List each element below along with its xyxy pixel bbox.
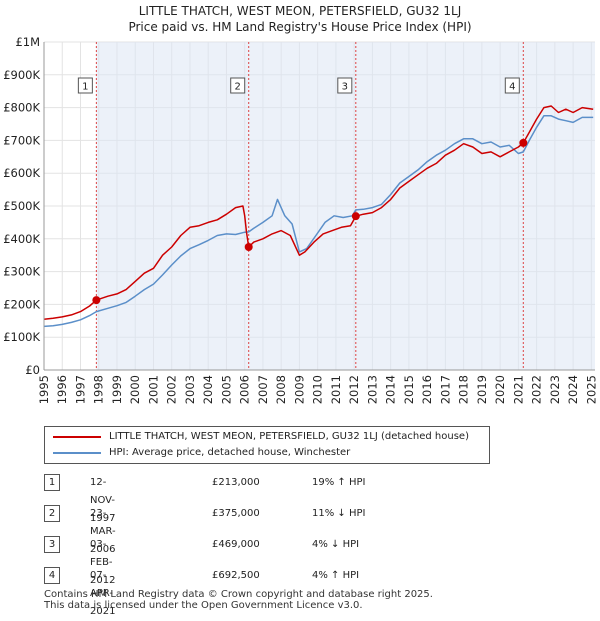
price-chart: LITTLE THATCH, WEST MEON, PETERSFIELD, G… (3, 4, 598, 404)
sale-marker (351, 212, 360, 221)
sale-label-number: 3 (342, 82, 348, 93)
x-tick-label: 2024 (566, 375, 580, 404)
sale-number-badge: 3 (44, 536, 60, 553)
x-tick-label: 1997 (73, 375, 87, 404)
footer-license: This data is licensed under the Open Gov… (44, 600, 363, 611)
sale-hpi-change: 4% ↑ HPI (312, 570, 360, 581)
y-tick-label: £0 (25, 363, 40, 377)
legend-label-hpi: HPI: Average price, detached house, Winc… (109, 447, 351, 458)
ownership-band (96, 42, 249, 370)
sale-hpi-change: 11% ↓ HPI (312, 508, 366, 519)
x-tick-label: 2023 (548, 375, 562, 404)
x-tick-label: 2020 (493, 375, 507, 404)
x-tick-label: 1996 (55, 375, 69, 404)
chart-title: LITTLE THATCH, WEST MEON, PETERSFIELD, G… (139, 4, 462, 18)
x-tick-label: 1995 (37, 375, 51, 404)
x-tick-label: 2011 (329, 375, 343, 404)
sale-hpi-change: 4% ↓ HPI (312, 539, 360, 550)
y-tick-label: £700K (3, 133, 40, 147)
x-tick-label: 2009 (292, 375, 306, 404)
sale-label-box (230, 77, 246, 94)
sale-label-number: 2 (235, 82, 241, 93)
x-tick-label: 2005 (219, 375, 233, 404)
y-tick-label: £300K (3, 265, 40, 279)
x-tick-label: 2014 (384, 375, 398, 404)
x-tick-label: 2025 (584, 375, 598, 404)
legend-label-property: LITTLE THATCH, WEST MEON, PETERSFIELD, G… (109, 431, 469, 442)
y-tick-label: £100K (3, 330, 40, 344)
x-tick-label: 2022 (530, 375, 544, 404)
sale-number-badge: 2 (44, 505, 60, 522)
x-tick-label: 2001 (146, 375, 160, 404)
y-tick-label: £900K (3, 68, 40, 82)
sale-marker (92, 296, 101, 305)
sale-number-badge: 4 (44, 567, 60, 584)
sale-label-box (504, 77, 520, 94)
x-tick-label: 2006 (238, 375, 252, 404)
sale-number-badge: 1 (44, 474, 60, 491)
sale-date: 23-MAR-2006 (90, 508, 116, 555)
x-tick-label: 2018 (457, 375, 471, 404)
y-tick-label: £400K (3, 232, 40, 246)
y-tick-label: £1M (15, 35, 40, 49)
sale-marker (244, 243, 253, 251)
x-tick-label: 2002 (165, 375, 179, 404)
sale-label-number: 4 (509, 82, 515, 93)
x-tick-label: 2012 (347, 375, 361, 404)
sale-price: £469,000 (212, 539, 260, 550)
x-tick-label: 1999 (110, 375, 124, 404)
sale-hpi-change: 19% ↑ HPI (312, 477, 366, 488)
series-line-hpi (43, 115, 594, 328)
x-tick-label: 2008 (274, 375, 288, 404)
legend: LITTLE THATCH, WEST MEON, PETERSFIELD, G… (44, 426, 490, 464)
footer-attribution: Contains HM Land Registry data © Crown c… (44, 589, 433, 611)
x-tick-label: 2021 (511, 375, 525, 404)
legend-swatch-property (53, 436, 101, 438)
legend-swatch-hpi (53, 452, 101, 454)
x-tick-label: 2007 (256, 375, 270, 404)
footer-copyright: Contains HM Land Registry data © Crown c… (44, 589, 433, 600)
series-line-property (43, 105, 594, 320)
sale-date: 12-NOV-1997 (90, 477, 116, 524)
x-tick-label: 2004 (201, 375, 215, 404)
sale-date: 03-FEB-2012 (90, 539, 116, 586)
y-tick-label: £600K (3, 166, 40, 180)
ownership-band (355, 42, 524, 370)
x-tick-label: 2017 (438, 375, 452, 404)
sale-date: 07-APR-2021 (90, 570, 116, 617)
x-tick-label: 1998 (92, 375, 106, 404)
sale-price: £375,000 (212, 508, 260, 519)
y-tick-label: £500K (3, 199, 40, 213)
sale-label-box (77, 77, 93, 94)
x-tick-label: 2000 (128, 375, 142, 404)
chart-subtitle: Price paid vs. HM Land Registry's House … (128, 20, 471, 34)
ownership-band (523, 42, 595, 370)
x-tick-label: 2016 (420, 375, 434, 404)
x-tick-label: 2015 (402, 375, 416, 404)
x-tick-label: 2010 (311, 375, 325, 404)
sale-price: £213,000 (212, 477, 260, 488)
y-tick-label: £200K (3, 297, 40, 311)
sale-label-number: 1 (82, 82, 88, 93)
y-tick-label: £800K (3, 101, 40, 115)
ownership-band (248, 42, 356, 370)
x-tick-label: 2003 (183, 375, 197, 404)
sale-price: £692,500 (212, 570, 260, 581)
sale-label-box (337, 77, 353, 94)
x-tick-label: 2013 (365, 375, 379, 404)
x-tick-label: 2019 (475, 375, 489, 404)
sale-marker (519, 138, 528, 147)
